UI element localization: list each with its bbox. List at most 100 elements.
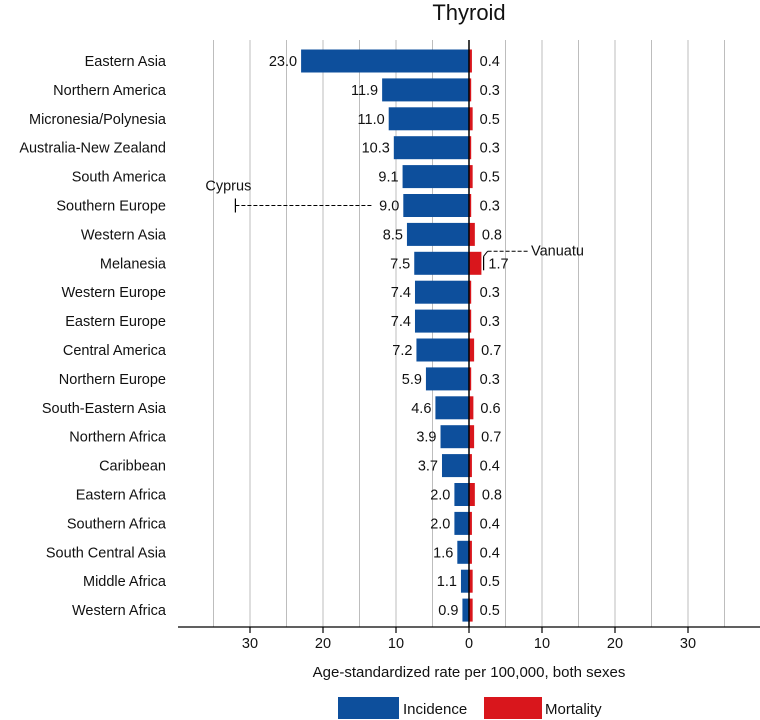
category-label: Southern Europe — [56, 199, 166, 215]
mortality-value-label: 0.5 — [480, 170, 500, 186]
mortality-value-label: 0.7 — [481, 430, 501, 446]
mortality-bar — [469, 251, 482, 275]
incidence-bar — [462, 598, 469, 622]
mortality-legend-swatch — [484, 697, 542, 719]
incidence-bar — [457, 540, 469, 564]
incidence-value-label: 4.6 — [411, 401, 431, 417]
incidence-value-label: 9.1 — [378, 170, 398, 186]
mortality-bar — [469, 598, 473, 622]
category-label: Eastern Africa — [76, 488, 167, 504]
incidence-value-label: 7.4 — [391, 314, 411, 330]
chart-title: Thyroid — [432, 0, 505, 25]
mortality-value-label: 1.7 — [488, 256, 508, 272]
labels: Eastern Asia 23.0 0.4 Northern America 11.9 0… — [19, 54, 508, 619]
mortality-bar — [469, 511, 472, 535]
mortality-value-label: 0.8 — [482, 227, 502, 243]
incidence-bar — [406, 222, 469, 246]
incidence-value-label: 1.6 — [433, 545, 453, 561]
mortality-bar — [469, 78, 472, 102]
x-tick-label: 20 — [315, 636, 331, 652]
incidence-value-label: 23.0 — [269, 54, 297, 70]
mortality-bar — [469, 194, 472, 217]
incidence-bar — [382, 78, 469, 102]
incidence-bar — [460, 569, 469, 593]
incidence-value-label: 3.9 — [416, 430, 436, 446]
incidence-bar — [393, 136, 469, 160]
mortality-bar — [469, 136, 472, 160]
mortality-value-label: 0.4 — [480, 516, 500, 532]
mortality-value-label: 0.7 — [481, 343, 501, 359]
incidence-value-label: 1.1 — [437, 574, 457, 590]
incidence-value-label: 5.9 — [402, 372, 422, 388]
incidence-bar — [441, 454, 469, 478]
mortality-bar — [469, 569, 473, 593]
incidence-bar — [414, 251, 469, 275]
category-label: Western Africa — [72, 603, 167, 619]
mortality-bar — [469, 280, 472, 304]
incidence-legend-swatch — [338, 697, 399, 719]
incidence-value-label: 9.0 — [379, 199, 399, 215]
mortality-value-label: 0.4 — [480, 459, 500, 475]
incidence-bar — [416, 338, 469, 362]
incidence-value-label: 8.5 — [383, 227, 403, 243]
incidence-value-label: 2.0 — [430, 488, 450, 504]
x-axis: 30 20 10 0 10 20 30 — [178, 40, 760, 652]
mortality-value-label: 0.5 — [480, 574, 500, 590]
incidence-value-label: 3.7 — [418, 459, 438, 475]
category-label: Eastern Europe — [65, 314, 166, 330]
mortality-value-label: 0.8 — [482, 488, 502, 504]
legend: Incidence Mortality — [338, 697, 602, 719]
mortality-bar — [469, 49, 472, 73]
category-label: Western Asia — [81, 227, 167, 243]
annotations: Cyprus Vanuatu — [205, 179, 584, 271]
bars — [301, 49, 482, 622]
incidence-value-label: 2.0 — [430, 516, 450, 532]
x-tick-label: 30 — [680, 636, 696, 652]
mortality-value-label: 0.3 — [480, 372, 500, 388]
mortality-value-label: 0.4 — [480, 545, 500, 561]
mortality-value-label: 0.6 — [480, 401, 500, 417]
category-label: South Central Asia — [46, 545, 167, 561]
category-label: South America — [72, 170, 167, 186]
incidence-bar — [301, 49, 469, 73]
incidence-bar — [414, 280, 469, 304]
mortality-value-label: 0.5 — [480, 603, 500, 619]
incidence-value-label: 11.9 — [351, 83, 378, 99]
incidence-bar — [402, 165, 469, 189]
x-axis-label: Age-standardized rate per 100,000, both … — [313, 664, 626, 681]
mortality-bar — [469, 483, 475, 506]
category-label: Australia-New Zealand — [19, 141, 166, 157]
incidence-value-label: 7.5 — [390, 256, 410, 272]
x-tick-label: 0 — [465, 636, 473, 652]
category-label: Micronesia/Polynesia — [29, 112, 167, 128]
category-label: Northern Europe — [59, 372, 166, 388]
incidence-bar — [454, 483, 469, 506]
category-label: Eastern Asia — [85, 54, 167, 70]
mortality-bar — [469, 540, 472, 564]
mortality-bar — [469, 396, 474, 420]
incidence-value-label: 11.0 — [358, 112, 385, 128]
category-label: South-Eastern Asia — [42, 401, 167, 417]
mortality-value-label: 0.5 — [480, 112, 500, 128]
vanuatu-leader-bend — [483, 250, 488, 257]
mortality-legend-label: Mortality — [545, 701, 602, 718]
incidence-bar — [414, 309, 469, 333]
category-label: Central America — [63, 343, 167, 359]
incidence-value-label: 10.3 — [362, 141, 390, 157]
category-label: Northern America — [53, 83, 167, 99]
incidence-bar — [388, 107, 469, 131]
mortality-value-label: 0.3 — [480, 141, 500, 157]
incidence-bar — [425, 367, 469, 391]
mortality-bar — [469, 309, 472, 333]
incidence-bar — [440, 425, 469, 449]
category-label: Western Europe — [61, 285, 166, 301]
mortality-value-label: 0.3 — [480, 285, 500, 301]
mortality-value-label: 0.4 — [480, 54, 500, 70]
mortality-bar — [469, 338, 475, 362]
incidence-value-label: 7.2 — [392, 343, 412, 359]
category-label: Northern Africa — [69, 430, 167, 446]
incidence-value-label: 0.9 — [438, 603, 458, 619]
incidence-legend-label: Incidence — [403, 701, 467, 718]
mortality-bar — [469, 454, 472, 478]
